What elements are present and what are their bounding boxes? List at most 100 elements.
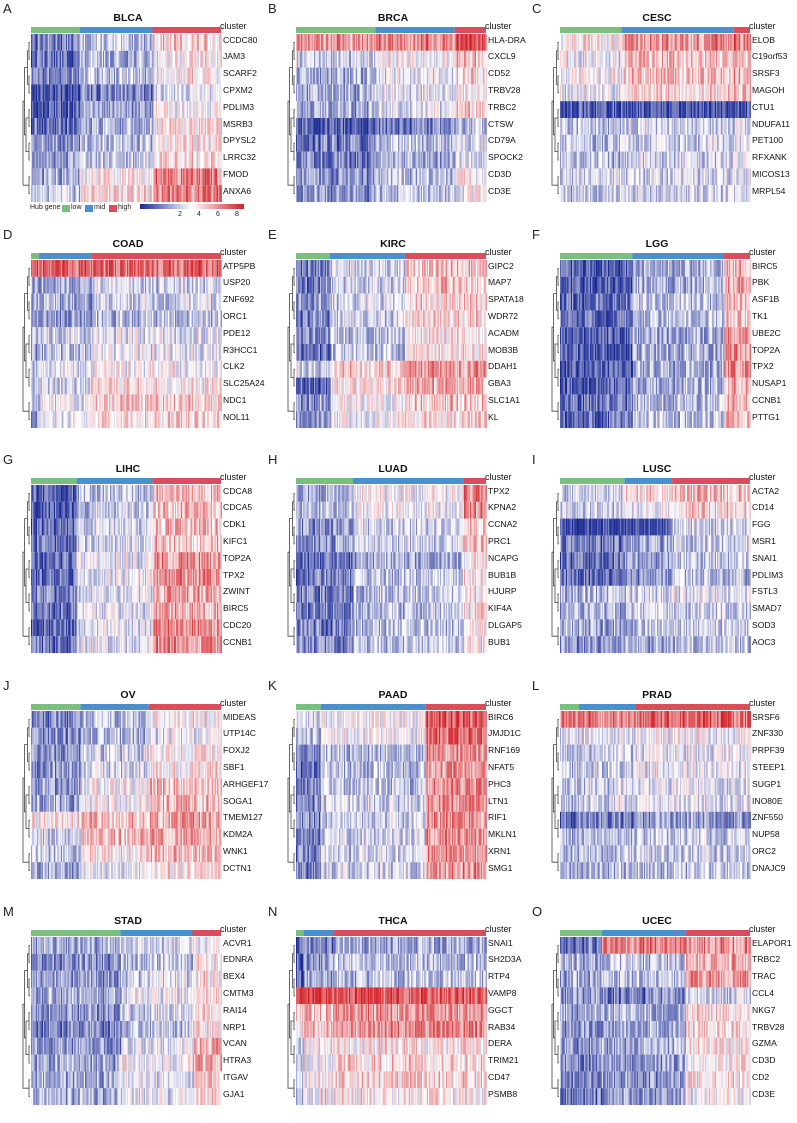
- heatmap-row-ccna2: [296, 519, 487, 536]
- cluster-bar-low: [560, 253, 632, 259]
- heatmap-row-cdk1: [31, 519, 222, 536]
- heatmap-row-tpx2: [31, 569, 222, 586]
- gene-label: SLC1A1: [488, 395, 520, 405]
- gene-label: CCNB1: [223, 637, 252, 647]
- heatmap-row-trim21: [296, 1055, 487, 1072]
- gene-label: RNF169: [488, 745, 520, 755]
- heatmap-row-srsf6: [560, 711, 751, 728]
- heatmap-row-birc5: [31, 603, 222, 620]
- gene-label: CD3D: [752, 1055, 775, 1065]
- gene-label: PBK: [752, 277, 769, 287]
- gene-label: CXCL9: [488, 51, 516, 61]
- gene-label: GGCT: [488, 1005, 513, 1015]
- gene-label: BUB1: [488, 637, 510, 647]
- gene-label: FOXJ2: [223, 745, 250, 755]
- gene-label: TRBC2: [488, 102, 516, 112]
- gene-label: SBF1: [223, 762, 245, 772]
- heatmap-row-kpna2: [296, 502, 487, 519]
- legend-swatch-low: [62, 205, 70, 212]
- gene-label: TPX2: [752, 361, 774, 371]
- heatmap-row-cdca8: [31, 485, 222, 502]
- heatmap-row-msrb3: [31, 118, 222, 135]
- heatmap-row-smg1: [296, 862, 487, 879]
- heatmap-row-cd2: [560, 1071, 751, 1088]
- heatmap-row-trbv28: [296, 84, 487, 101]
- heatmap-row-steep1: [560, 761, 751, 778]
- gene-label: MIDEAS: [223, 712, 256, 722]
- gene-label: DCTN1: [223, 863, 252, 873]
- gene-label: KPNA2: [488, 502, 516, 512]
- heatmap-row-ndufa11: [560, 118, 751, 135]
- gene-label: SCARF2: [223, 68, 257, 78]
- gene-label: WNK1: [223, 846, 248, 856]
- heatmap-row-pet100: [560, 135, 751, 152]
- cluster-bar-low: [31, 478, 77, 484]
- heatmap-row-sugp1: [560, 778, 751, 795]
- heatmap-row-c19orf53: [560, 51, 751, 68]
- heatmap-row-ube2c: [560, 327, 751, 344]
- gene-label: BIRC5: [752, 261, 777, 271]
- heatmap-row-tpx2: [296, 485, 487, 502]
- gene-label: CMTM3: [223, 988, 254, 998]
- gene-label: ORC1: [223, 311, 247, 321]
- gene-label: PRC1: [488, 536, 511, 546]
- row-dendrogram: [23, 945, 30, 1096]
- legend-label-low: low: [71, 204, 82, 211]
- heatmap-row-tpx2: [560, 361, 751, 378]
- gene-label: BEX4: [223, 971, 245, 981]
- heatmap-row-cdca5: [31, 502, 222, 519]
- heatmap-row-znf550: [560, 812, 751, 829]
- gene-label: SPATA18: [488, 294, 524, 304]
- heatmap-row-pttg1: [560, 411, 751, 428]
- gene-label: GJA1: [223, 1089, 245, 1099]
- row-dendrogram: [552, 493, 559, 644]
- cluster-bar-mid: [304, 930, 334, 936]
- colorbar-tick: 2: [178, 211, 182, 218]
- row-dendrogram: [288, 268, 295, 419]
- heatmap-row-dnajc9: [560, 862, 751, 879]
- gene-label: KDM2A: [223, 829, 253, 839]
- heatmap-row-slc25a24: [31, 378, 222, 395]
- gene-label: CD14: [752, 502, 774, 512]
- gene-label: SPOCK2: [488, 152, 523, 162]
- gene-label: MAGOH: [752, 85, 784, 95]
- gene-label: CPXM2: [223, 85, 253, 95]
- heatmap-row-sh2d3a: [296, 954, 487, 971]
- cluster-bar-mid: [621, 27, 733, 33]
- heatmap-row-nrp1: [31, 1021, 222, 1038]
- heatmap-row-birc5: [560, 260, 751, 277]
- gene-label: DLGAP5: [488, 620, 522, 630]
- gene-label: SLC25A24: [223, 378, 265, 388]
- heatmap-cells: [560, 34, 751, 202]
- gene-label: TRBV28: [488, 85, 520, 95]
- heatmap-row-wdr72: [296, 310, 487, 327]
- heatmap-row-acta2: [560, 485, 751, 502]
- cluster-bar-mid: [625, 478, 673, 484]
- gene-label: CLK2: [223, 361, 245, 371]
- gene-label: KL: [488, 412, 499, 422]
- heatmap-row-orc2: [560, 845, 751, 862]
- gene-label: CD47: [488, 1072, 510, 1082]
- gene-label: TRAC: [752, 971, 775, 981]
- gene-label: JAM3: [223, 51, 245, 61]
- gene-label: VAMP8: [488, 988, 517, 998]
- cluster-bar-mid: [77, 478, 153, 484]
- cluster-bar-mid: [120, 930, 192, 936]
- gene-label: ZNF692: [223, 294, 254, 304]
- row-dendrogram: [23, 719, 30, 870]
- heatmap-row-cd14: [560, 502, 751, 519]
- heatmap-row-scarf2: [31, 68, 222, 85]
- cluster-bar-high: [463, 478, 486, 484]
- gene-label: STEEP1: [752, 762, 785, 772]
- cluster-bar-high: [685, 930, 750, 936]
- heatmap-row-top2a: [31, 552, 222, 569]
- heatmap-row-map7: [296, 277, 487, 294]
- heatmap-row-nup58: [560, 829, 751, 846]
- cluster-bar-low: [296, 704, 321, 710]
- heatmap-row-pdlim3: [560, 569, 751, 586]
- gene-label: EDNRA: [223, 954, 253, 964]
- gene-label: BIRC6: [488, 712, 513, 722]
